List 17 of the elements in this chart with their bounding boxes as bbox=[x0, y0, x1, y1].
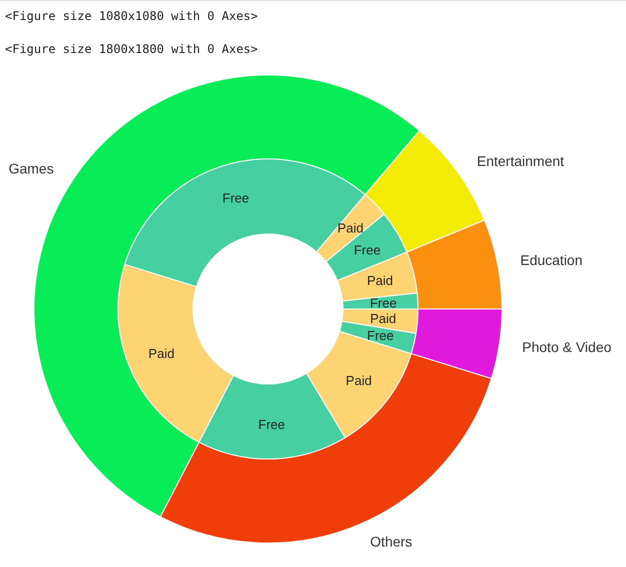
slice-label: Photo & Video bbox=[522, 338, 612, 355]
slice-label: Free bbox=[370, 295, 397, 310]
text: <Figure size 1080x1080 with 0 Axes> bbox=[5, 9, 258, 23]
slice-label: Paid bbox=[337, 220, 364, 236]
slice-label: Free bbox=[222, 190, 250, 206]
slice-label: Paid bbox=[366, 273, 393, 288]
slice-label: Education bbox=[520, 252, 583, 268]
slice-label: Free bbox=[367, 328, 394, 344]
slice-label: Free bbox=[354, 242, 381, 258]
slice-label: Free bbox=[258, 416, 285, 432]
text: <Figure size 1800x1800 with 0 Axes> bbox=[5, 42, 258, 56]
slice-label: Paid bbox=[346, 372, 372, 388]
slice-label: Paid bbox=[148, 346, 174, 362]
slice-label: Paid bbox=[370, 310, 396, 326]
slice-label: Others bbox=[370, 534, 412, 550]
slice-label: Games bbox=[8, 160, 54, 177]
slice-label: Entertainment bbox=[476, 152, 564, 169]
